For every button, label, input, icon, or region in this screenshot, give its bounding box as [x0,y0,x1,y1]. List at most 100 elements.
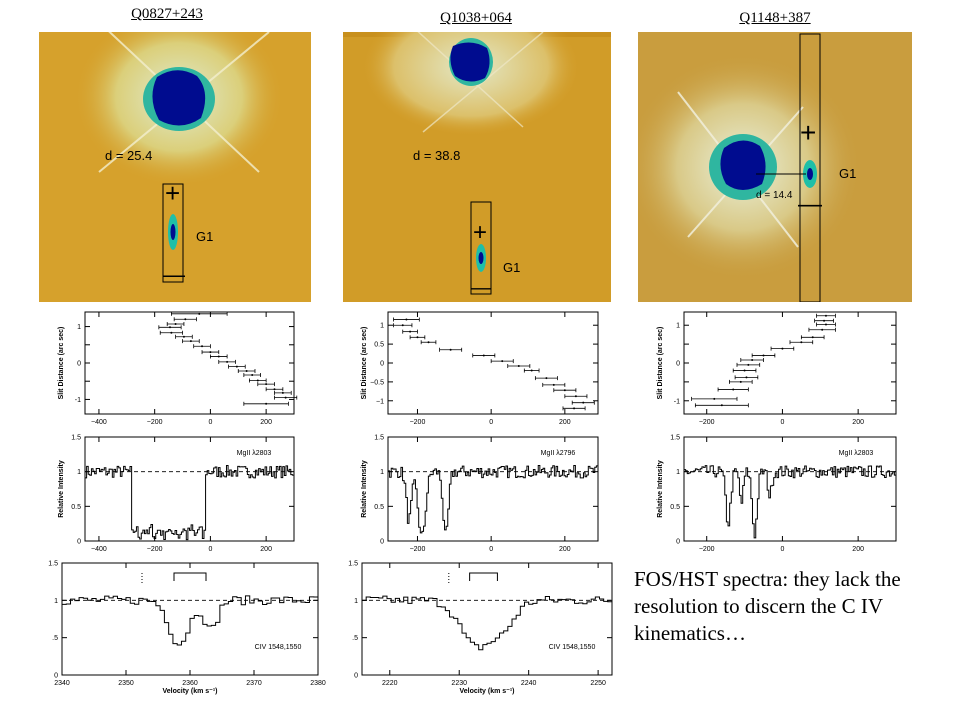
x-tick-label: −400 [91,546,107,553]
y-tick-label: 0 [354,673,358,680]
data-point [582,401,585,404]
data-point [409,330,412,333]
line-label: CIV 1548,1550 [255,644,302,651]
data-point [256,379,259,382]
y-tick-label: 1.5 [48,561,58,568]
data-point [265,402,268,405]
galaxy-image-q1038: + — d = 38.8 G1 [343,32,611,302]
minus-marker: — [471,277,491,299]
data-point [732,388,735,391]
y-tick-label: 1.5 [71,435,81,442]
data-point [747,363,750,366]
x-tick-label: −200 [699,546,715,553]
data-point [265,383,268,386]
data-point [482,354,485,357]
data-point [184,318,187,321]
x-tick-label: −400 [91,419,107,426]
x-tick-label: 2340 [54,680,70,687]
title-q0827: Q0827+243 [131,6,203,22]
x-tick-label: 0 [489,419,493,426]
y-tick-label: 0.5 [374,504,384,511]
quasar-core [450,42,490,82]
x-tick-label: 200 [260,419,272,426]
data-point [821,328,824,331]
y-tick-label: 0 [77,539,81,546]
distance-label: d = 38.8 [413,148,460,163]
x-tick-label: 2230 [451,680,467,687]
x-tick-label: 200 [852,546,864,553]
data-point [405,318,408,321]
data-point [545,377,548,380]
plus-marker: + [473,219,487,246]
data-point [449,348,452,351]
galaxy-image-q0827: + — d = 25.4 G1 [39,32,311,302]
slit-box [470,201,492,295]
data-point [720,404,723,407]
y-tick-label: 1.5 [348,561,358,568]
data-point [198,312,201,315]
data-point [751,358,754,361]
data-point [824,323,827,326]
doublet-marker [173,572,207,581]
data-point [573,407,576,410]
data-point [245,370,248,373]
y-tick-label: 1 [354,598,358,605]
data-point [743,369,746,372]
y-tick-label: 1 [77,324,81,331]
data-point [174,323,177,326]
y-tick-label: 1.5 [374,435,384,442]
spectrum-line [684,465,897,539]
data-point [201,345,204,348]
x-tick-label: 0 [208,546,212,553]
line-label: CIV 1548,1550 [549,644,596,651]
distance-label: d = 14.4 [756,190,793,201]
y-tick-label: 1 [676,323,680,330]
x-tick-label: 200 [559,546,571,553]
plot-frame [683,436,897,542]
plot-frame [84,436,295,542]
slit-box [162,183,184,283]
line-label: MgII λ2803 [839,450,874,457]
quasar-core [720,140,766,190]
data-point [781,347,784,350]
x-tick-label: −200 [410,419,426,426]
data-point [170,331,173,334]
y-tick-label: -1 [75,397,81,404]
x-tick-label: 200 [852,419,864,426]
x-tick-label: 2370 [246,680,262,687]
y-tick-label: .5 [352,635,358,642]
data-point [762,354,765,357]
galaxy-image-q0827-svg: + — d = 25.4 G1 [39,32,311,302]
galaxy-image-q1038-svg: + — d = 38.8 G1 [343,32,611,302]
quasar-core [152,70,206,126]
data-point [189,340,192,343]
x-tick-label: 0 [780,419,784,426]
y-tick-label: 0 [380,361,384,368]
y-tick-label: 0 [380,539,384,546]
data-point [209,351,212,354]
line-label: MgII λ2803 [237,450,272,457]
title-q1038: Q1038+064 [440,10,512,26]
data-point [427,341,430,344]
x-tick-label: 2360 [182,680,198,687]
slit-box [799,33,821,302]
data-point [401,324,404,327]
spectrum-line [362,595,613,651]
data-point [824,314,827,317]
data-point [226,360,229,363]
galaxy-g1-core [478,252,484,264]
y-tick-label: 0 [676,539,680,546]
data-point [235,365,238,368]
data-point [574,395,577,398]
data-point [251,374,254,377]
galaxy-g1-core [170,224,176,240]
data-point [713,397,716,400]
y-tick-label: 1 [77,469,81,476]
y-tick-label: −0.5 [370,379,384,386]
y-tick-label: 1 [54,598,58,605]
data-point [517,365,520,368]
